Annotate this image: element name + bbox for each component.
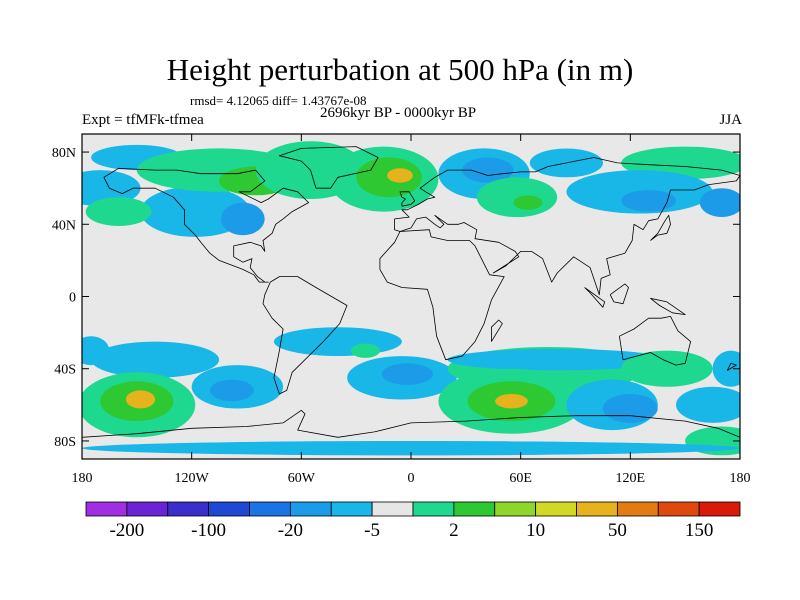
anomaly-contour xyxy=(220,202,265,236)
coastline xyxy=(650,214,671,241)
colorbar-bin xyxy=(371,501,414,517)
anomaly-contour xyxy=(91,341,220,378)
coastline xyxy=(379,229,505,361)
colorbar-bin xyxy=(576,501,618,517)
anomaly-contour xyxy=(387,168,413,183)
colorbar-bin xyxy=(126,501,169,517)
anomaly-contour xyxy=(85,197,152,227)
anomaly-contour xyxy=(350,343,380,358)
anomaly-contour xyxy=(210,379,254,402)
period-label: 2696kyr BP - 0000kyr BP xyxy=(320,105,477,121)
anomaly-contour xyxy=(676,386,740,423)
colorbar-label: -200 xyxy=(109,520,144,541)
anomaly-contour xyxy=(82,441,740,456)
coastline xyxy=(103,167,310,283)
coastlines xyxy=(82,146,740,438)
map-title: Height perturbation at 500 hPa (in m) xyxy=(166,52,634,87)
coastline xyxy=(619,315,691,366)
coastline xyxy=(394,157,740,296)
coastline xyxy=(278,146,379,189)
colorbar-label: 2 xyxy=(449,520,459,541)
colorbar-bin xyxy=(330,501,373,517)
colorbar-bin xyxy=(494,501,537,517)
anomaly-contour xyxy=(462,157,514,183)
colorbar-label: 150 xyxy=(685,520,714,541)
anomaly-contour xyxy=(125,390,156,409)
colorbar-bin xyxy=(657,501,700,517)
anomaly-contour xyxy=(381,363,433,385)
coastline xyxy=(82,409,740,438)
anomaly-contour xyxy=(476,177,558,218)
colorbar-bin xyxy=(289,501,332,517)
lon-tick-label: 60W xyxy=(288,471,316,486)
anomaly-contour xyxy=(699,188,740,217)
anomaly-contour xyxy=(602,394,658,423)
coastline xyxy=(609,283,629,305)
anomaly-contour xyxy=(447,348,667,371)
colorbar-bin xyxy=(698,501,741,517)
anomaly-contour xyxy=(82,170,141,207)
coastline xyxy=(650,297,686,316)
colorbar-label: -100 xyxy=(191,520,226,541)
anomaly-contour xyxy=(513,195,543,210)
anomaly-contour xyxy=(621,190,676,212)
anomaly-field xyxy=(82,141,740,456)
lon-tick-label: 180 xyxy=(72,471,93,486)
anomaly-contour xyxy=(495,394,528,409)
latitude-axis: 80N 40N 0 40S 80S xyxy=(52,146,740,450)
colorbar-label: -20 xyxy=(278,520,303,541)
lat-tick-label: 40S xyxy=(54,363,76,378)
lon-tick-label: 120W xyxy=(175,471,210,486)
colorbar-bin xyxy=(208,501,250,517)
coastline xyxy=(584,287,606,308)
anomaly-contour xyxy=(621,350,713,387)
anomaly-contour xyxy=(273,327,402,356)
coastline xyxy=(399,191,416,207)
coastline xyxy=(262,276,348,395)
colorbar-bin xyxy=(535,501,577,517)
colorbar: -200 -100 -20 -5 2 10 50 150 xyxy=(85,501,741,541)
statistics-text: rmsd= 4.12065 diff= 1.43767e-08 xyxy=(190,93,367,108)
colorbar-label: 10 xyxy=(526,520,545,541)
lon-tick-label: 120E xyxy=(616,471,646,486)
lat-tick-label: 80N xyxy=(52,146,76,161)
anomaly-contour xyxy=(712,350,740,387)
lat-tick-label: 40N xyxy=(52,218,76,233)
lat-tick-label: 80S xyxy=(54,435,76,450)
experiment-label: Expt = tfMFk-tfmea xyxy=(82,112,204,128)
lon-tick-label: 60E xyxy=(509,471,532,486)
colorbar-bin xyxy=(85,501,128,517)
colorbar-label: -5 xyxy=(364,520,380,541)
season-label: JJA xyxy=(719,112,742,128)
colorbar-bin xyxy=(412,501,455,517)
colorbar-bin xyxy=(453,501,496,517)
colorbar-label: 50 xyxy=(608,520,627,541)
lon-tick-label: 180 xyxy=(730,471,751,486)
coastline xyxy=(490,319,503,342)
longitude-axis: 180 120W 60W 0 60E 120E 180 xyxy=(72,134,751,486)
lon-tick-label: 0 xyxy=(408,471,415,486)
colorbar-bin xyxy=(249,501,291,517)
coastline xyxy=(726,362,737,371)
lat-tick-label: 0 xyxy=(69,291,76,306)
colorbar-bin xyxy=(167,501,210,517)
colorbar-bin xyxy=(616,501,659,517)
